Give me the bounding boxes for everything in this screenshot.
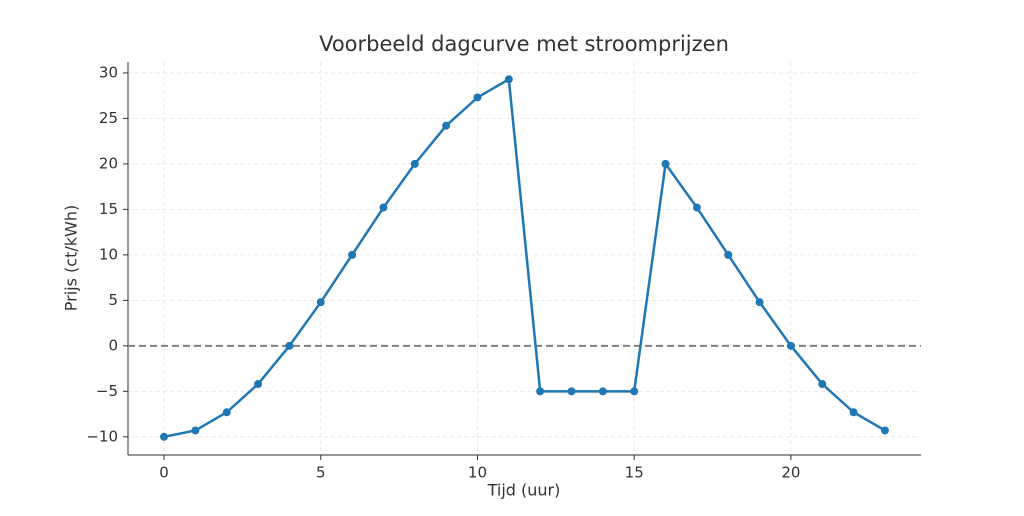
point bbox=[379, 203, 388, 212]
y-tick-label: −10 bbox=[86, 427, 118, 445]
point bbox=[191, 426, 200, 435]
x-tick-label: 0 bbox=[159, 464, 169, 482]
y-tick-label: 20 bbox=[99, 154, 118, 172]
chart-title: Voorbeeld dagcurve met stroomprijzen bbox=[319, 32, 729, 56]
point bbox=[504, 75, 513, 84]
point bbox=[692, 203, 701, 212]
y-tick-label: 10 bbox=[99, 245, 118, 263]
point bbox=[160, 432, 169, 441]
point bbox=[818, 380, 827, 389]
x-tick-label: 20 bbox=[781, 464, 800, 482]
y-tick-label: −5 bbox=[96, 382, 118, 400]
point bbox=[755, 298, 764, 307]
point bbox=[442, 121, 451, 130]
y-tick-label: 5 bbox=[108, 291, 118, 309]
point bbox=[630, 387, 639, 396]
point bbox=[661, 159, 670, 168]
point bbox=[254, 380, 263, 389]
point bbox=[567, 387, 576, 396]
y-tick-label: 25 bbox=[99, 109, 118, 127]
x-axis-label: Tijd (uur) bbox=[487, 481, 561, 500]
y-tick-label: 0 bbox=[108, 336, 118, 354]
point bbox=[724, 250, 733, 259]
point bbox=[598, 387, 607, 396]
point bbox=[316, 298, 325, 307]
y-tick-label: 15 bbox=[99, 200, 118, 218]
x-tick-label: 10 bbox=[468, 464, 487, 482]
y-tick-label: 30 bbox=[99, 63, 118, 81]
point bbox=[285, 341, 294, 350]
point bbox=[536, 387, 545, 396]
point bbox=[880, 426, 889, 435]
point bbox=[348, 250, 357, 259]
point bbox=[473, 93, 482, 102]
point bbox=[849, 408, 858, 417]
y-axis-label: Prijs (ct/kWh) bbox=[62, 205, 81, 311]
x-tick-label: 5 bbox=[316, 464, 326, 482]
line bbox=[163, 77, 886, 439]
point bbox=[410, 159, 419, 168]
point bbox=[786, 341, 795, 350]
x-tick-label: 15 bbox=[625, 464, 644, 482]
point bbox=[222, 408, 231, 417]
